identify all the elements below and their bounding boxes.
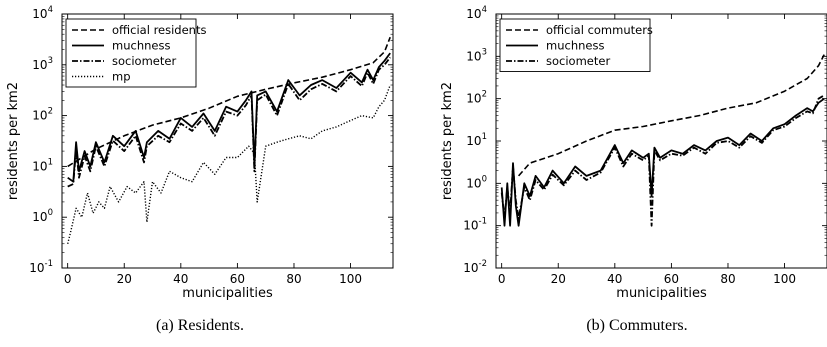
legend-label: official residents bbox=[112, 23, 206, 37]
y-tick-exponent: 0 bbox=[48, 208, 53, 218]
y-tick-label: 103 bbox=[466, 47, 487, 63]
x-tick-label: 20 bbox=[551, 272, 566, 286]
y-tick-base: 10 bbox=[32, 109, 47, 123]
y-tick-label: 104 bbox=[32, 5, 53, 21]
x-axis-label: municipalities bbox=[182, 286, 273, 301]
x-tick-label: 60 bbox=[230, 272, 245, 286]
y-tick-base: 10 bbox=[32, 58, 47, 72]
y-tick-label: 10-1 bbox=[29, 259, 53, 275]
y-tick-base: 10 bbox=[466, 176, 481, 190]
y-tick-exponent: -1 bbox=[45, 259, 53, 269]
y-tick-base: 10 bbox=[466, 7, 481, 21]
y-tick-exponent: 0 bbox=[482, 174, 487, 184]
legend-label: muchness bbox=[112, 39, 170, 53]
x-tick-label: 80 bbox=[720, 272, 735, 286]
y-tick-label: 100 bbox=[466, 174, 487, 190]
y-tick-label: 10-1 bbox=[463, 217, 487, 233]
y-tick-exponent: 1 bbox=[482, 132, 487, 142]
x-tick-label: 80 bbox=[286, 272, 301, 286]
y-tick-label: 101 bbox=[466, 132, 487, 148]
legend-label: muchness bbox=[546, 39, 604, 53]
y-tick-base: 10 bbox=[463, 219, 478, 233]
series-line-official-commuters bbox=[518, 54, 825, 177]
y-tick-label: 103 bbox=[32, 56, 53, 72]
y-tick-base: 10 bbox=[32, 210, 47, 224]
series-line-mp bbox=[67, 84, 391, 244]
x-tick-label: 100 bbox=[773, 272, 796, 286]
x-tick-label: 60 bbox=[664, 272, 679, 286]
y-tick-exponent: 3 bbox=[48, 56, 53, 66]
y-tick-label: 102 bbox=[32, 107, 53, 123]
y-tick-label: 10-2 bbox=[463, 259, 487, 275]
legend-label: sociometer bbox=[112, 54, 176, 68]
y-tick-base: 10 bbox=[466, 49, 481, 63]
y-tick-exponent: -2 bbox=[479, 259, 487, 269]
y-tick-base: 10 bbox=[32, 159, 47, 173]
x-tick-label: 100 bbox=[339, 272, 362, 286]
y-tick-label: 104 bbox=[466, 5, 487, 21]
y-tick-exponent: 1 bbox=[48, 157, 53, 167]
y-tick-label: 102 bbox=[466, 90, 487, 106]
y-tick-exponent: 4 bbox=[482, 5, 487, 15]
legend-label: mp bbox=[112, 70, 131, 84]
plot-frame bbox=[61, 13, 394, 269]
series-line-muchness bbox=[67, 52, 391, 183]
figure-caption: (b) Commuters. bbox=[586, 317, 687, 334]
x-tick-label: 40 bbox=[607, 272, 622, 286]
y-tick-label: 101 bbox=[32, 157, 53, 173]
y-tick-base: 10 bbox=[29, 261, 44, 275]
y-tick-base: 10 bbox=[466, 134, 481, 148]
x-axis-label: municipalities bbox=[616, 286, 707, 301]
y-tick-exponent: 3 bbox=[482, 47, 487, 57]
y-tick-exponent: 4 bbox=[48, 5, 53, 15]
y-tick-base: 10 bbox=[32, 7, 47, 21]
y-tick-exponent: 2 bbox=[48, 107, 53, 117]
legend-label: sociometer bbox=[546, 54, 610, 68]
legend-label: official commuters bbox=[546, 23, 653, 37]
y-tick-label: 100 bbox=[32, 208, 53, 224]
series-line-sociometer bbox=[67, 56, 391, 188]
y-tick-base: 10 bbox=[466, 92, 481, 106]
y-tick-exponent: 2 bbox=[482, 90, 487, 100]
series-line-muchness bbox=[500, 97, 825, 227]
y-axis-label: residents per km2 bbox=[440, 82, 455, 200]
x-tick-label: 0 bbox=[498, 272, 506, 286]
x-tick-label: 40 bbox=[173, 272, 188, 286]
y-tick-exponent: -1 bbox=[479, 217, 487, 227]
y-axis-label: residents per km2 bbox=[6, 82, 21, 200]
series-line-sociometer bbox=[500, 94, 825, 227]
figure-caption: (a) Residents. bbox=[156, 317, 244, 334]
legend-box bbox=[65, 18, 197, 88]
x-tick-label: 20 bbox=[117, 272, 132, 286]
y-tick-base: 10 bbox=[463, 261, 478, 275]
x-tick-label: 0 bbox=[64, 272, 72, 286]
